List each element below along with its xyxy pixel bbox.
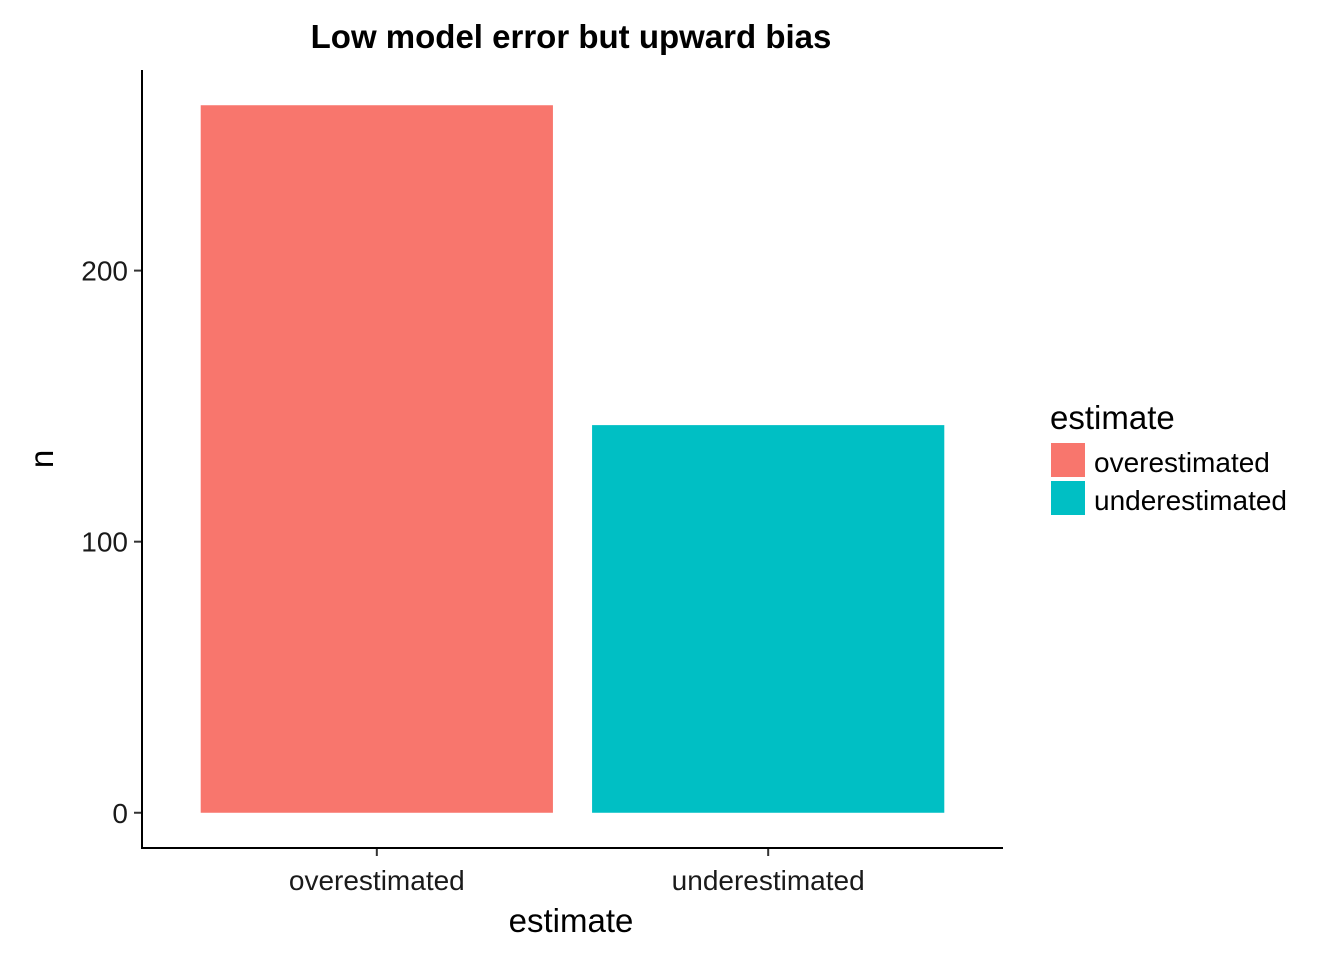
legend-label-overestimated: overestimated bbox=[1094, 447, 1270, 478]
x-axis-title: estimate bbox=[509, 902, 634, 939]
legend: estimate overestimated underestimated bbox=[1050, 399, 1287, 516]
legend-key-overestimated bbox=[1051, 443, 1085, 477]
bars-group bbox=[200, 105, 945, 813]
y-axis-ticks: 0 100 200 bbox=[81, 256, 142, 829]
legend-label-underestimated: underestimated bbox=[1094, 485, 1287, 516]
legend-key-underestimated bbox=[1051, 481, 1085, 515]
bar-overestimated bbox=[200, 105, 553, 813]
y-tick-label: 200 bbox=[81, 256, 128, 287]
y-axis-title: n bbox=[23, 450, 60, 468]
y-tick-label: 0 bbox=[112, 798, 128, 829]
y-tick-label: 100 bbox=[81, 527, 128, 558]
chart-title: Low model error but upward bias bbox=[311, 18, 832, 55]
legend-title: estimate bbox=[1050, 399, 1175, 436]
x-tick-label-overestimated: overestimated bbox=[289, 865, 465, 896]
x-axis-ticks: overestimated underestimated bbox=[289, 848, 865, 896]
x-tick-label-underestimated: underestimated bbox=[672, 865, 865, 896]
bar-underestimated bbox=[592, 425, 945, 813]
